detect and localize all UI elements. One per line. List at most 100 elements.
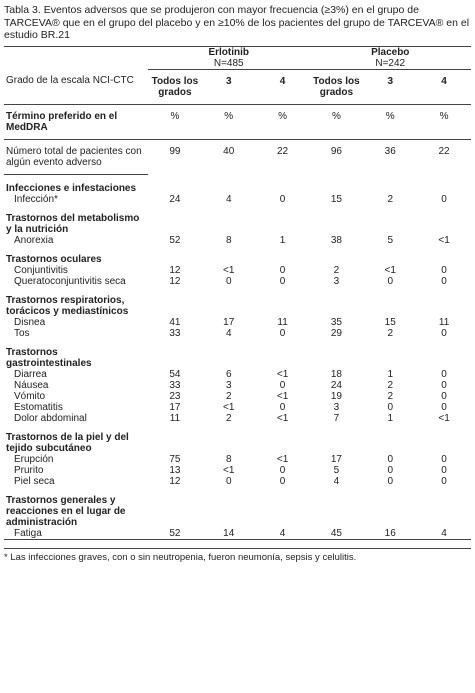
- value: 52: [169, 527, 181, 539]
- value: 2: [387, 193, 393, 205]
- unit: %: [148, 103, 202, 139]
- section-title: Trastornos del metabolismo y la nutrició…: [6, 212, 140, 235]
- footnote: * Las infecciones graves, con o sin neut…: [4, 547, 471, 563]
- section-row: Trastornos oculares: [4, 246, 471, 265]
- value: 38: [330, 234, 342, 246]
- value: 11: [169, 412, 181, 424]
- group-n: N=485: [213, 57, 244, 69]
- grade: 4: [279, 75, 286, 87]
- item-row: Queratoconjuntivitis seca 12 0 0 3 0 0: [4, 276, 471, 287]
- value: 4: [225, 327, 232, 339]
- section-row: Trastornos gastrointestinales: [4, 339, 471, 369]
- value: <1: [438, 412, 450, 424]
- value: 22: [255, 138, 310, 174]
- value: 22: [417, 138, 471, 174]
- value: 0: [225, 475, 232, 487]
- value: 0: [279, 401, 286, 413]
- group-header: Erlotinib N=485: [148, 45, 310, 70]
- value: 0: [279, 464, 286, 476]
- item-row: Prurito 13 <1 0 5 0 0: [4, 465, 471, 476]
- value: 6: [225, 368, 232, 380]
- value: 0: [441, 475, 447, 487]
- value: 41: [169, 316, 181, 328]
- value: 7: [333, 412, 340, 424]
- row-label: Prurito: [14, 464, 44, 476]
- bottom-rule: [4, 538, 471, 540]
- grade: 3: [387, 75, 393, 87]
- value: 5: [387, 234, 393, 246]
- value: 0: [441, 264, 447, 276]
- value: 0: [441, 327, 447, 339]
- value: 11: [277, 316, 288, 328]
- unit: %: [417, 103, 471, 139]
- value: 0: [279, 327, 286, 339]
- row-label: Disnea: [14, 316, 46, 328]
- section-title: Trastornos de la piel y del tejido subcu…: [6, 431, 129, 454]
- group-header: Placebo N=242: [309, 45, 471, 70]
- value: 99: [148, 138, 202, 174]
- section-row: Infecciones e infestaciones: [4, 173, 471, 194]
- item-row: Erupción 75 8 <1 17 0 0: [4, 454, 471, 465]
- value: 0: [279, 379, 286, 391]
- item-row: Disnea 41 17 11 35 15 11: [4, 317, 471, 328]
- value: 1: [279, 234, 286, 246]
- group-n: N=242: [375, 57, 406, 69]
- value: <1: [384, 264, 396, 276]
- value: 52: [169, 234, 181, 246]
- value: 2: [225, 390, 232, 402]
- adverse-events-table: Erlotinib N=485 Placebo N=242 Grado de la es…: [4, 45, 471, 540]
- value: 0: [387, 401, 393, 413]
- row-label: Erupción: [14, 453, 54, 465]
- value: <1: [223, 264, 235, 276]
- table-title: Tabla 3. Eventos adversos que se produje…: [4, 4, 470, 41]
- value: 0: [441, 368, 447, 380]
- row-label: Tos: [14, 327, 30, 339]
- section-title: Trastornos gastrointestinales: [6, 346, 92, 369]
- item-row: Infección* 24 4 0 15 2 0: [4, 194, 471, 205]
- group-name: Placebo: [371, 46, 410, 58]
- row-label: Anorexia: [14, 234, 54, 246]
- row-label: Número total de pacientes con algún even…: [4, 138, 148, 174]
- unit: %: [255, 103, 310, 139]
- value: 0: [279, 193, 286, 205]
- grade-row: Grado de la escala NCI-CTC Todos los grad…: [4, 69, 471, 104]
- section-title: Infecciones e infestaciones: [4, 173, 148, 194]
- value: 19: [330, 390, 342, 402]
- grade: Todos los grados: [151, 75, 199, 98]
- value: 0: [441, 401, 447, 413]
- value: 15: [330, 193, 342, 205]
- row-label: Náusea: [14, 379, 49, 391]
- row-label: Diarrea: [14, 368, 47, 380]
- value: 1: [387, 412, 393, 424]
- value: <1: [276, 412, 289, 424]
- value: 12: [169, 475, 181, 487]
- value: 45: [330, 527, 342, 539]
- value: 16: [384, 527, 396, 539]
- value: 54: [169, 368, 181, 380]
- value: 33: [169, 327, 181, 339]
- grade: 3: [225, 75, 232, 87]
- value: 0: [279, 475, 286, 487]
- grade-label: Grado de la escala NCI-CTC: [6, 75, 134, 86]
- grade: 4: [441, 75, 447, 87]
- item-row: Conjuntivitis 12 <1 0 2 <1 0: [4, 265, 471, 276]
- item-row: Diarrea 54 6 <1 18 1 0: [4, 369, 471, 380]
- value: <1: [276, 453, 289, 465]
- section-title: Trastornos generales y reacciones en el …: [6, 494, 126, 528]
- value: 4: [225, 193, 232, 205]
- item-row: Dolor abdominal 11 2 <1 7 1 <1: [4, 413, 471, 424]
- value: 11: [438, 316, 450, 328]
- value: 0: [441, 390, 447, 402]
- row-label: Piel seca: [14, 475, 55, 487]
- value: 75: [169, 453, 181, 465]
- value: 0: [441, 379, 447, 391]
- unit: %: [363, 103, 418, 139]
- value: 5: [333, 464, 340, 476]
- value: 29: [330, 327, 342, 339]
- row-label: Vómito: [14, 390, 46, 402]
- value: 33: [169, 379, 181, 391]
- section-title: Trastornos oculares: [6, 253, 102, 265]
- value: 0: [279, 264, 286, 276]
- row-label: Estomatitis: [14, 401, 63, 413]
